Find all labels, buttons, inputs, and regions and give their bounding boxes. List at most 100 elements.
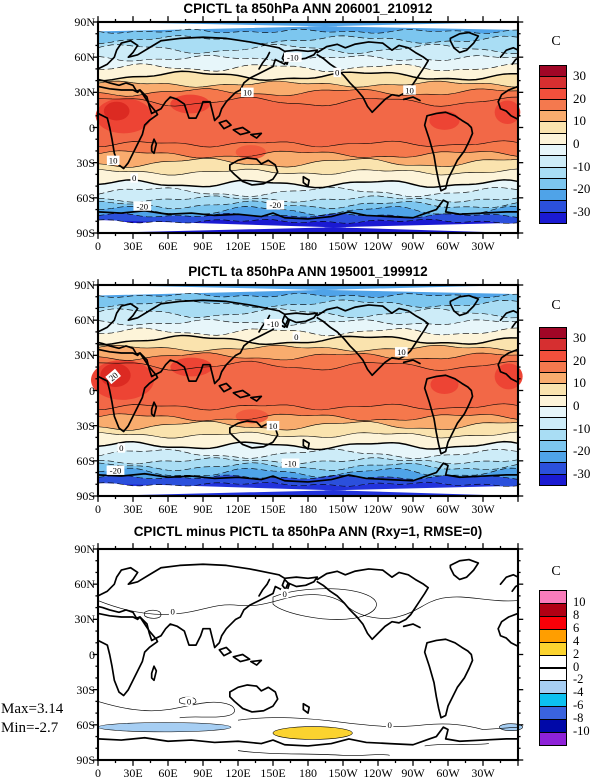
warm-region xyxy=(430,375,459,395)
temperature-band xyxy=(98,158,518,176)
temperature-band xyxy=(98,421,518,439)
stat-min: Min=-2.7 xyxy=(1,720,59,736)
colorbar-tick-label: 30 xyxy=(573,330,586,346)
temperature-band xyxy=(98,35,518,54)
x-axis-label: 120W xyxy=(363,239,393,253)
contour-label: 0 xyxy=(292,332,301,342)
x-axis-label: 120E xyxy=(225,502,251,516)
x-axis-label: 60W xyxy=(436,502,460,516)
temperature-band xyxy=(98,462,518,478)
temperature-band xyxy=(98,22,518,34)
map-frame xyxy=(96,20,520,235)
coastline-path xyxy=(281,314,291,329)
coastline-path xyxy=(97,299,319,385)
panel1-colorbar xyxy=(539,65,567,224)
x-axis-label: 120W xyxy=(363,766,393,780)
x-axis-label: 150W xyxy=(328,239,358,253)
coastlines xyxy=(97,294,519,483)
coastline-path xyxy=(97,726,519,747)
coastline-path xyxy=(228,420,279,449)
temperature-band xyxy=(98,200,518,216)
coastline-path xyxy=(150,138,158,155)
y-axis-label: 60N xyxy=(74,313,95,328)
axis-ticks xyxy=(92,279,524,502)
temperature-band xyxy=(98,55,518,72)
temperature-band xyxy=(98,285,518,298)
stats-maxmin: Max=3.14 Min=-2.7 xyxy=(1,700,63,738)
x-axis-label: 60E xyxy=(158,239,178,253)
temperature-band xyxy=(98,413,518,431)
x-axis-label: 90E xyxy=(193,502,213,516)
x-axis-label: 150W xyxy=(328,766,358,780)
x-axis-label: 0 xyxy=(95,239,101,253)
colorbar-tick-label: 30 xyxy=(573,68,586,84)
colorbar-tick-label: -8 xyxy=(573,711,584,726)
colorbar-swatch xyxy=(539,706,567,721)
coastline-path xyxy=(97,36,319,122)
contour-lines xyxy=(97,293,519,487)
svg-text:10: 10 xyxy=(397,347,406,357)
contour-label: 0 xyxy=(185,697,193,707)
warm-region xyxy=(235,409,269,424)
zero-contour xyxy=(144,609,162,619)
svg-text:0: 0 xyxy=(187,697,192,707)
colorbar-tick-label: -20 xyxy=(573,181,591,197)
contour-label: -10 xyxy=(281,458,300,468)
contour-label: 20 xyxy=(105,368,121,385)
temperature-band xyxy=(98,475,518,487)
x-axis-label: 60W xyxy=(436,239,460,253)
zero-contour xyxy=(424,743,489,747)
y-axis-label: 60S xyxy=(76,190,95,205)
coastline-path xyxy=(97,85,159,170)
temperature-band xyxy=(98,319,518,336)
contour-label: 10 xyxy=(241,88,254,98)
temperature-band xyxy=(98,345,518,361)
temperature-band xyxy=(98,187,518,203)
coastline-path xyxy=(150,401,158,418)
map-frame xyxy=(96,547,520,762)
colorbar-tick-label: 20 xyxy=(573,90,586,106)
colorbar-swatch xyxy=(539,615,567,630)
colorbar-tick-label: 0 xyxy=(573,136,580,151)
contour-label: -20 xyxy=(133,201,152,211)
y-axis-label: 90N xyxy=(74,278,95,292)
coastline-path xyxy=(449,294,480,317)
coastline-path xyxy=(499,573,519,586)
colorbar-swatch xyxy=(539,211,567,224)
x-axis-label: 150W xyxy=(328,502,358,516)
x-axis-label: 120E xyxy=(225,239,251,253)
svg-text:0: 0 xyxy=(294,332,299,342)
zero-contour xyxy=(97,594,519,619)
temperature-band xyxy=(98,441,518,459)
colorbar-swatch xyxy=(539,590,567,604)
coastline-path xyxy=(402,359,421,365)
coastline-path xyxy=(449,558,480,581)
x-axis-label: 180 xyxy=(299,239,317,253)
y-axis-label: 30N xyxy=(74,348,95,363)
panel1-contour-map: -10 0 10 10 10 0 -20 -20 xyxy=(92,16,524,239)
contour-label: -10 xyxy=(283,52,302,62)
anomaly-patch xyxy=(499,723,523,731)
anomaly-patch xyxy=(272,726,353,740)
panel1-title: CPICTL ta 850hPa ANN 206001_210912 xyxy=(183,1,433,16)
x-axis-label: 30E xyxy=(123,239,143,253)
contour-labels: -10 0 10 10 10 0 -20 -20 xyxy=(106,52,416,211)
panel3-title: CPICTL minus PICTL ta 850hPa ANN (Rxy=1,… xyxy=(133,524,483,539)
colorbar-swatch xyxy=(539,602,567,617)
coastline-path xyxy=(228,684,279,713)
coastline-path xyxy=(302,438,311,450)
coastline-path xyxy=(316,304,430,377)
axis-ticks xyxy=(92,543,524,766)
y-axis-label: 30N xyxy=(74,85,95,100)
contour-labels: 0 0 0 0 xyxy=(168,589,394,730)
svg-text:10: 10 xyxy=(405,85,414,95)
panel3-difference-map: 0 0 0 0 xyxy=(92,543,524,766)
coastline-path xyxy=(228,157,279,186)
colorbar-tick-label: -2 xyxy=(573,672,584,687)
contour-label: -20 xyxy=(106,465,125,475)
temperature-band xyxy=(98,457,518,471)
x-axis-label: 30W xyxy=(471,239,495,253)
temperature-band xyxy=(98,29,518,44)
contour-label: 10 xyxy=(106,156,120,166)
svg-text:-20: -20 xyxy=(137,201,149,211)
